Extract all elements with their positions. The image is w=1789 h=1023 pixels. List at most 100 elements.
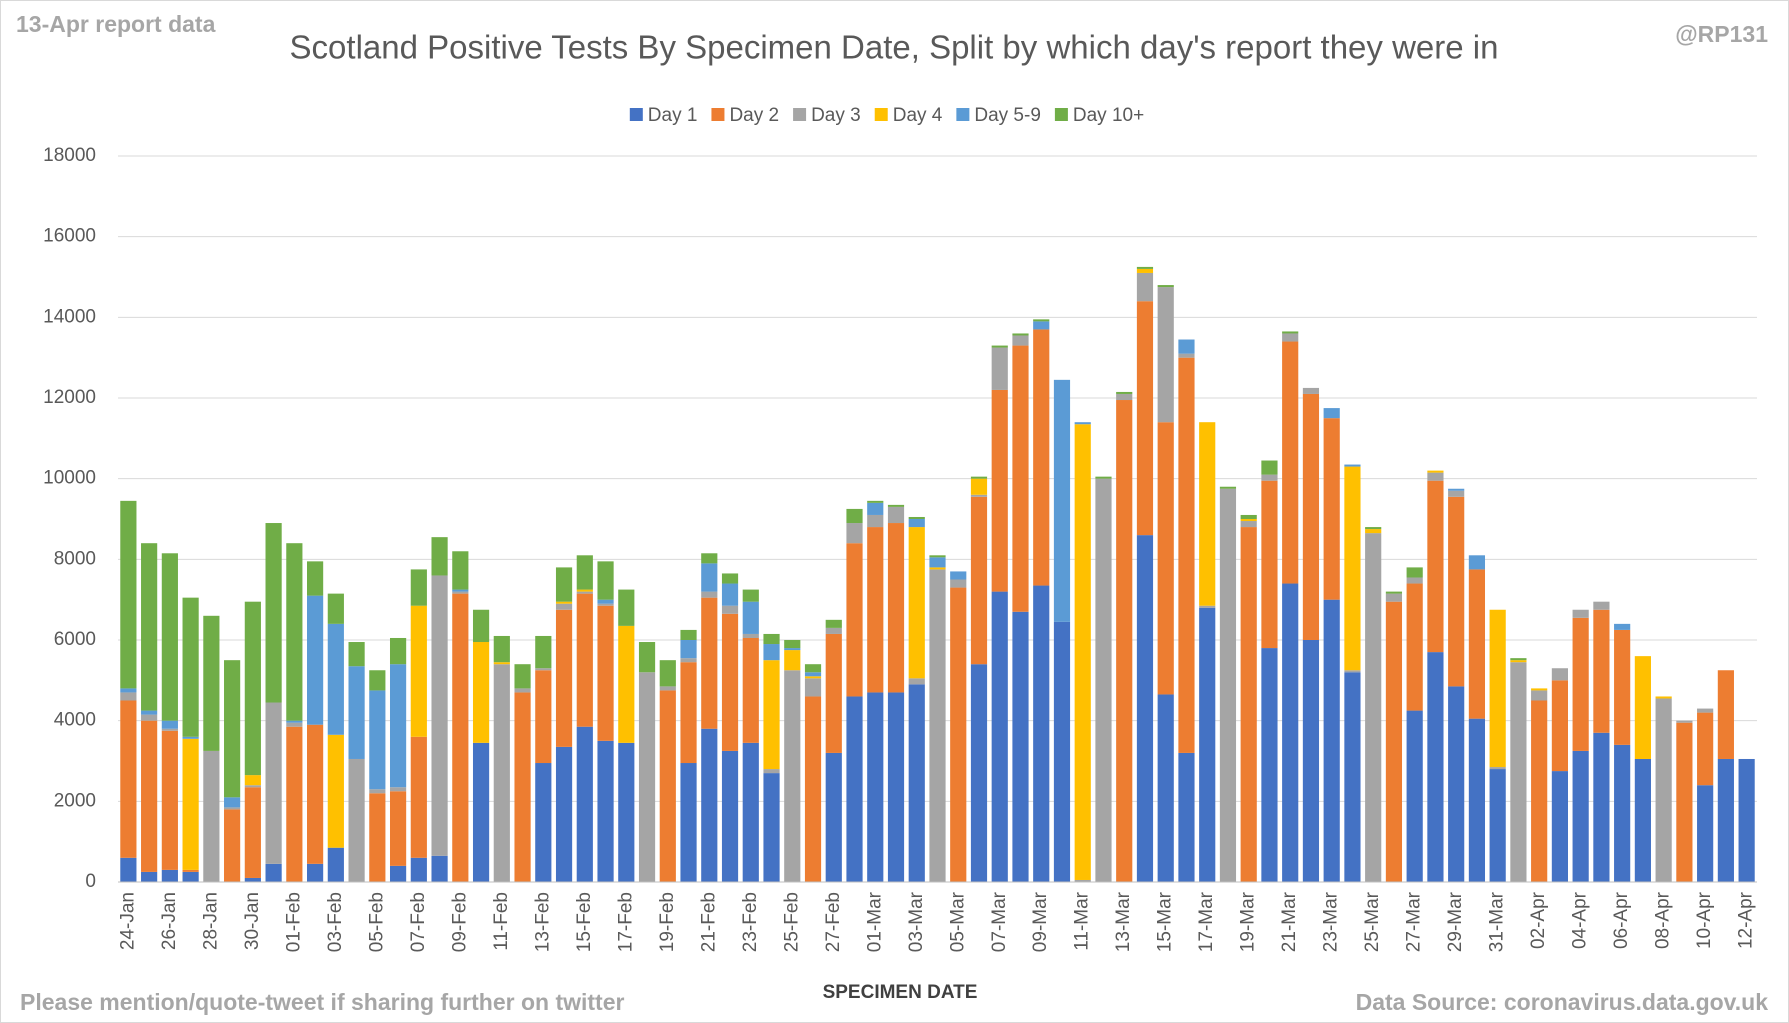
bar-segment [1614,623,1631,630]
report-label: 13-Apr report data [16,11,216,37]
bar-segment [970,496,988,665]
bar-segment [1282,583,1299,882]
bar-segment [1282,341,1299,584]
x-tick-label: 28-Jan [200,892,221,950]
bar-segment [1116,393,1133,401]
bar-segment [1323,408,1340,419]
bar-segment [846,543,863,697]
bar-segment [659,690,676,882]
bar-segment [638,672,656,882]
x-tick-label: 06-Apr [1611,891,1632,949]
bar-segment [680,658,697,663]
bar-segment [1717,670,1734,759]
bar-segment [804,678,822,697]
bar-segment [514,664,531,689]
bar-segment [286,726,303,882]
bar-segment [804,672,822,677]
bar-segment [1448,488,1465,491]
x-tick-label: 24-Jan [117,892,138,950]
bar-segment [1136,301,1154,536]
x-tick-label: 19-Feb [657,892,678,952]
bar-segment [991,389,1008,592]
bar-segment [908,519,925,528]
bar-segment [1676,720,1693,723]
legend-swatch [956,108,970,121]
bar-segment [804,664,822,673]
bar-segment [1448,496,1465,687]
x-tick-label: 15-Mar [1155,891,1176,952]
bar-segment [825,633,842,753]
bar-segment [763,660,780,770]
bar-segment [514,692,531,882]
x-tick-label: 17-Feb [615,892,636,952]
bar-segment [867,692,884,882]
x-tick-label: 03-Mar [906,891,927,952]
bar-segment [1136,266,1154,269]
bar-segment [1551,771,1568,882]
bar-segment [721,583,739,606]
bar-segment [1406,710,1423,882]
x-tick-label: 04-Apr [1570,891,1591,949]
bar-segment [1468,569,1486,719]
x-tick-label: 07-Feb [408,892,429,952]
bar-segment [224,797,241,808]
bar-segment [929,567,946,570]
bar-segment [452,591,469,594]
bar-segment [307,863,324,882]
bar-segment [763,773,780,882]
bar-segment [141,714,158,721]
bar-segment [1116,391,1133,394]
bar-segment [576,593,593,727]
x-tick-label: 03-Feb [325,892,346,952]
bar-segment [1012,611,1029,882]
bar-segment [410,857,427,882]
legend-swatch [1054,108,1068,121]
bar-segment [493,635,510,663]
x-tick-label: 11-Feb [491,892,512,951]
legend-label: Day 3 [811,105,861,126]
bar-segment [680,662,697,764]
bar-segment [265,523,282,703]
bar-segment [244,787,261,878]
bar-segment [825,627,842,634]
bar-segment [1531,688,1548,691]
bar-segment [244,877,261,882]
bar-segment [389,791,407,866]
bar-segment [1136,535,1154,882]
bar-segment [161,553,178,721]
bar-segment [1012,345,1029,612]
bar-segment [1012,333,1029,336]
bar-segment [887,506,905,524]
bar-segment [1448,686,1465,882]
bar-segment [576,591,593,594]
y-tick-label: 12000 [43,387,96,408]
bar-segment [348,642,365,667]
bar-segment [991,591,1008,882]
bar-segment [1033,321,1050,330]
bar-segment [763,633,780,645]
bar-segment [1614,744,1631,882]
bar-segment [120,692,137,701]
bar-segment [514,688,531,693]
bar-segment [867,500,884,503]
bar-segment [1634,656,1651,759]
bar-segment [182,738,199,870]
bar-segment [701,591,718,598]
bar-segment [1551,668,1568,681]
y-tick-label: 4000 [54,710,96,731]
bar-segment [472,742,490,882]
bar-segment [286,720,303,723]
bar-segment [327,593,344,624]
bar-segment [1717,758,1734,882]
x-tick-label: 13-Feb [532,892,553,952]
bar-segment [763,769,780,774]
bar-segment [680,763,697,882]
bar-segment [742,633,759,638]
x-tick-label: 09-Mar [1030,891,1051,952]
bar-segment [846,523,863,544]
bar-segment [1427,472,1444,481]
bar-segment [1655,698,1672,882]
bar-segment [887,504,905,507]
bar-segment [1614,629,1631,745]
bar-segment [1634,758,1651,882]
